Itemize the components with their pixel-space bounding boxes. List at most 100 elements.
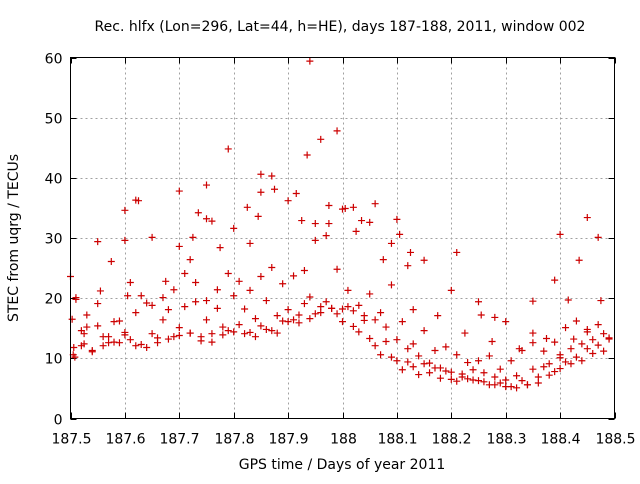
data-point <box>355 301 363 309</box>
data-point <box>333 310 341 318</box>
data-point <box>132 196 140 204</box>
data-point <box>115 317 123 325</box>
data-point <box>341 205 349 213</box>
y-axis-title: STEC from uqrg / TECUs <box>6 154 22 322</box>
data-point <box>371 200 379 208</box>
data-point <box>70 344 78 352</box>
data-point <box>515 345 523 353</box>
x-tick-label: 188.2 <box>431 432 471 448</box>
data-point <box>132 309 140 317</box>
data-point <box>333 265 341 273</box>
data-point <box>333 127 341 135</box>
data-point <box>143 344 151 352</box>
data-point <box>181 303 189 311</box>
data-point <box>545 371 553 379</box>
data-point <box>175 331 183 339</box>
data-point <box>567 345 575 353</box>
y-tick-label: 20 <box>45 292 63 308</box>
data-point <box>420 360 428 368</box>
data-point <box>175 324 183 332</box>
data-point <box>224 269 232 277</box>
data-point <box>496 379 504 387</box>
data-point <box>192 279 200 287</box>
data-point <box>344 286 352 294</box>
data-point <box>551 368 559 376</box>
data-point <box>366 334 374 342</box>
data-point <box>578 357 586 365</box>
data-point <box>262 325 270 333</box>
data-point <box>475 377 482 385</box>
data-point <box>551 276 559 284</box>
data-point <box>578 340 586 348</box>
data-point <box>420 327 428 335</box>
data-point <box>262 297 270 305</box>
data-point <box>189 233 197 241</box>
data-point <box>360 316 368 324</box>
data-point <box>271 185 278 193</box>
data-point <box>241 305 249 313</box>
y-tick-label: 30 <box>45 232 63 248</box>
data-point <box>246 286 254 294</box>
data-point <box>230 328 238 336</box>
data-point <box>600 330 608 338</box>
x-tick-label: 188.3 <box>486 432 526 448</box>
data-point <box>181 269 189 277</box>
data-point <box>339 305 346 313</box>
data-point <box>447 375 455 383</box>
x-tick-label: 188 <box>330 432 357 448</box>
data-point <box>219 331 227 339</box>
data-point <box>99 342 107 350</box>
data-point <box>491 373 499 381</box>
data-point <box>300 266 308 274</box>
data-point <box>268 327 276 335</box>
data-point <box>507 357 515 365</box>
data-point <box>529 297 537 305</box>
data-point <box>469 366 477 374</box>
data-point <box>349 307 357 315</box>
data-point <box>583 345 591 353</box>
data-point <box>529 339 537 347</box>
data-point <box>594 233 602 241</box>
data-point <box>148 330 156 338</box>
data-point <box>306 57 314 65</box>
data-point <box>339 318 346 326</box>
data-point <box>197 337 205 345</box>
data-point <box>328 304 336 312</box>
data-point <box>192 298 200 306</box>
data-point <box>442 343 450 351</box>
data-point <box>162 277 170 285</box>
x-tick-label: 188.4 <box>540 432 580 448</box>
data-point <box>317 309 325 317</box>
x-tick-label: 187.5 <box>51 432 91 448</box>
data-point <box>436 364 444 372</box>
data-point <box>545 360 553 368</box>
data-point <box>121 236 129 244</box>
data-point <box>589 350 597 358</box>
data-point <box>230 292 238 300</box>
data-point <box>469 376 477 384</box>
data-point <box>175 187 183 195</box>
data-point <box>246 328 254 336</box>
data-point <box>164 335 172 343</box>
data-point <box>213 304 221 312</box>
data-point <box>303 151 311 159</box>
data-point <box>99 333 107 341</box>
data-point <box>583 328 591 336</box>
y-tick-label: 50 <box>45 112 63 128</box>
data-point <box>564 296 572 304</box>
data-point <box>290 272 298 280</box>
data-point <box>349 322 357 330</box>
x-tick-label: 187.6 <box>105 432 145 448</box>
data-point <box>83 323 91 331</box>
data-point <box>371 316 379 324</box>
data-point <box>306 315 314 323</box>
data-point <box>396 230 404 238</box>
data-point <box>543 334 550 342</box>
data-point <box>556 365 564 373</box>
data-point <box>387 239 395 247</box>
data-point <box>594 341 602 349</box>
data-point <box>393 215 401 223</box>
data-point <box>83 311 91 319</box>
data-point <box>556 230 564 238</box>
data-point <box>186 256 194 264</box>
